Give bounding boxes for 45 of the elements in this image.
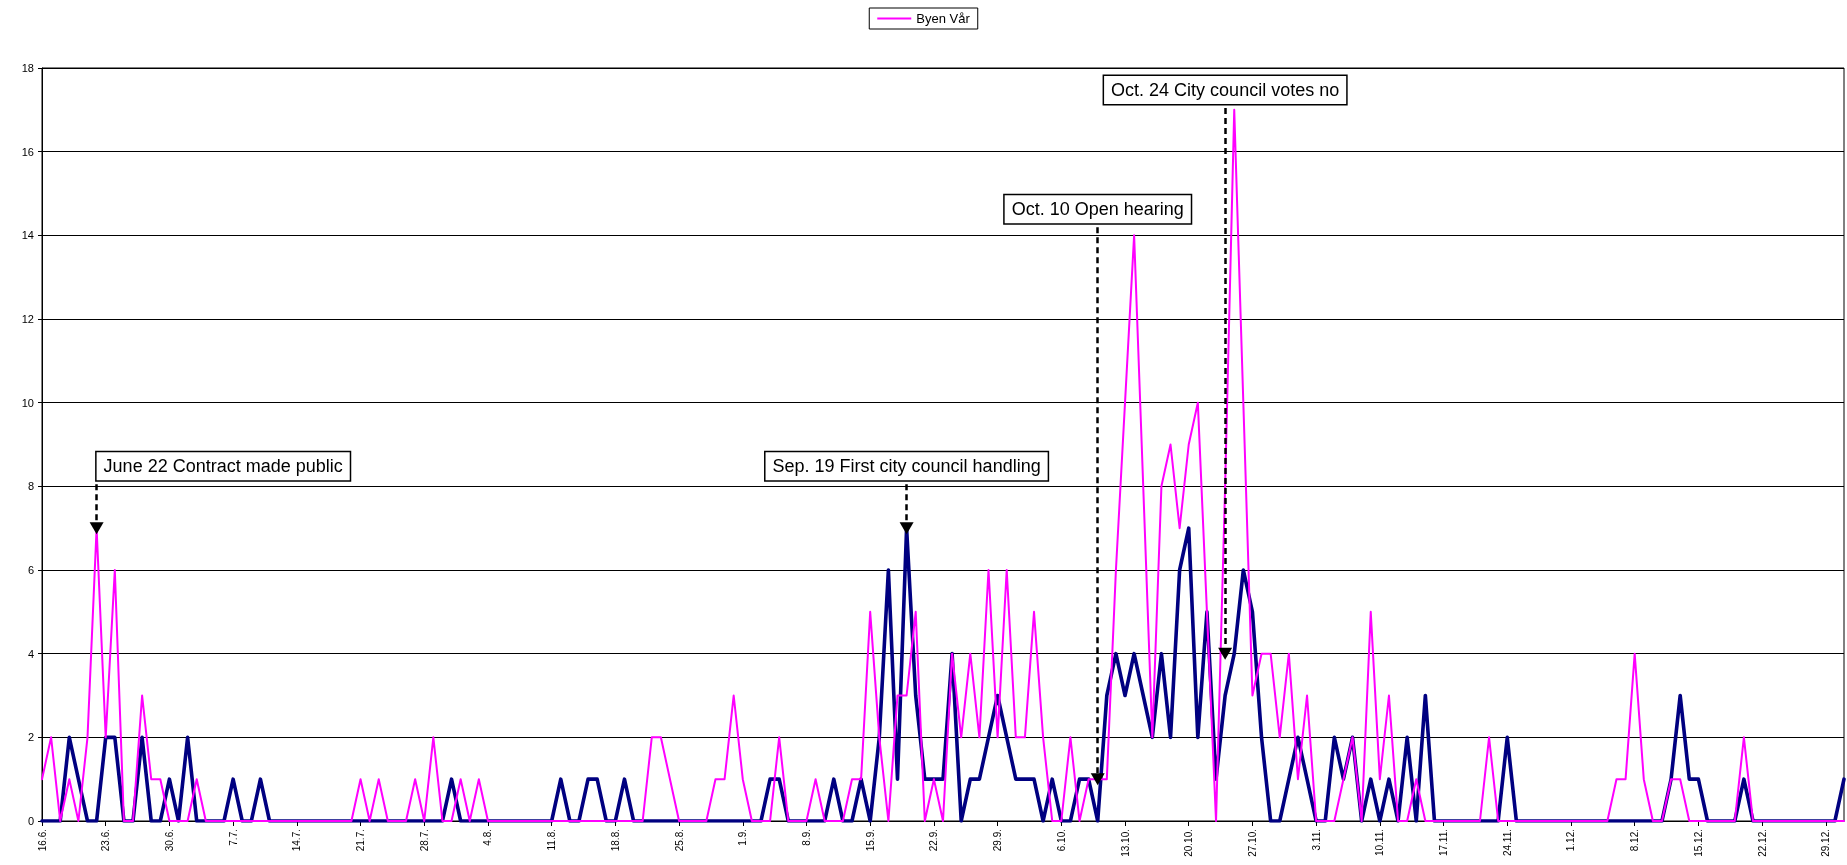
y-tick-label: 4 [27,647,34,660]
x-tick-label: 1.12. [1565,829,1577,852]
y-tick-label: 14 [21,229,34,242]
x-tick-label: 3.11. [1310,829,1322,851]
x-tick-label: 11.8. [546,829,558,851]
x-tick-label: 29.12. [1820,829,1832,857]
annotation: Sep. 19 First city council handling [772,456,1041,477]
y-tick-label: 10 [21,396,34,409]
x-tick-label: 30.6. [163,829,175,852]
x-tick-label: 15.9. [864,829,876,852]
y-tick-label: 8 [27,480,34,493]
x-tick-label: 8.9. [800,829,812,846]
x-tick-label: 29.9. [992,829,1004,852]
y-tick-label: 12 [21,313,34,325]
x-tick-label: 15.12. [1692,829,1704,857]
x-tick-label: 25.8. [673,829,685,852]
x-tick-label: 24.11. [1501,829,1513,857]
x-tick-label: 13.10. [1119,829,1131,857]
x-tick-label: 10.11. [1374,829,1386,857]
y-tick-label: 2 [27,731,34,744]
x-tick-label: 4.8. [482,829,494,846]
annotation: Oct. 10 Open hearing [1011,199,1184,220]
x-tick-label: 21.7. [355,829,367,852]
x-tick-label: 16.6. [36,829,48,852]
legend-label: Byen Vår [916,11,971,26]
x-tick-label: 8.12. [1629,829,1641,852]
annotation: Oct. 24 City council votes no [1111,80,1340,100]
y-tick-label: 16 [21,145,34,158]
line-series [41,108,1845,822]
x-tick-label: 22.12. [1756,829,1768,857]
x-tick-label: 22.9. [928,829,940,852]
x-tick-label: 17.11. [1438,829,1450,857]
x-tick-label: 7.7. [227,829,239,846]
x-tick-label: 6.10. [1055,829,1067,852]
x-tick-label: 1.9. [737,829,749,846]
x-tick-label: 27.10. [1246,829,1258,857]
x-tick-label: 23.6. [100,829,112,852]
x-tick-label: 28.7. [418,829,430,852]
x-tick-label: 20.10. [1183,829,1195,857]
x-tick-label: 14.7. [291,829,303,852]
annotation: June 22 Contract made public [103,456,343,477]
y-tick-label: 18 [21,62,34,74]
y-tick-label: 6 [27,564,34,576]
y-tick-label: 0 [27,815,34,827]
x-tick-label: 18.8. [609,829,621,852]
